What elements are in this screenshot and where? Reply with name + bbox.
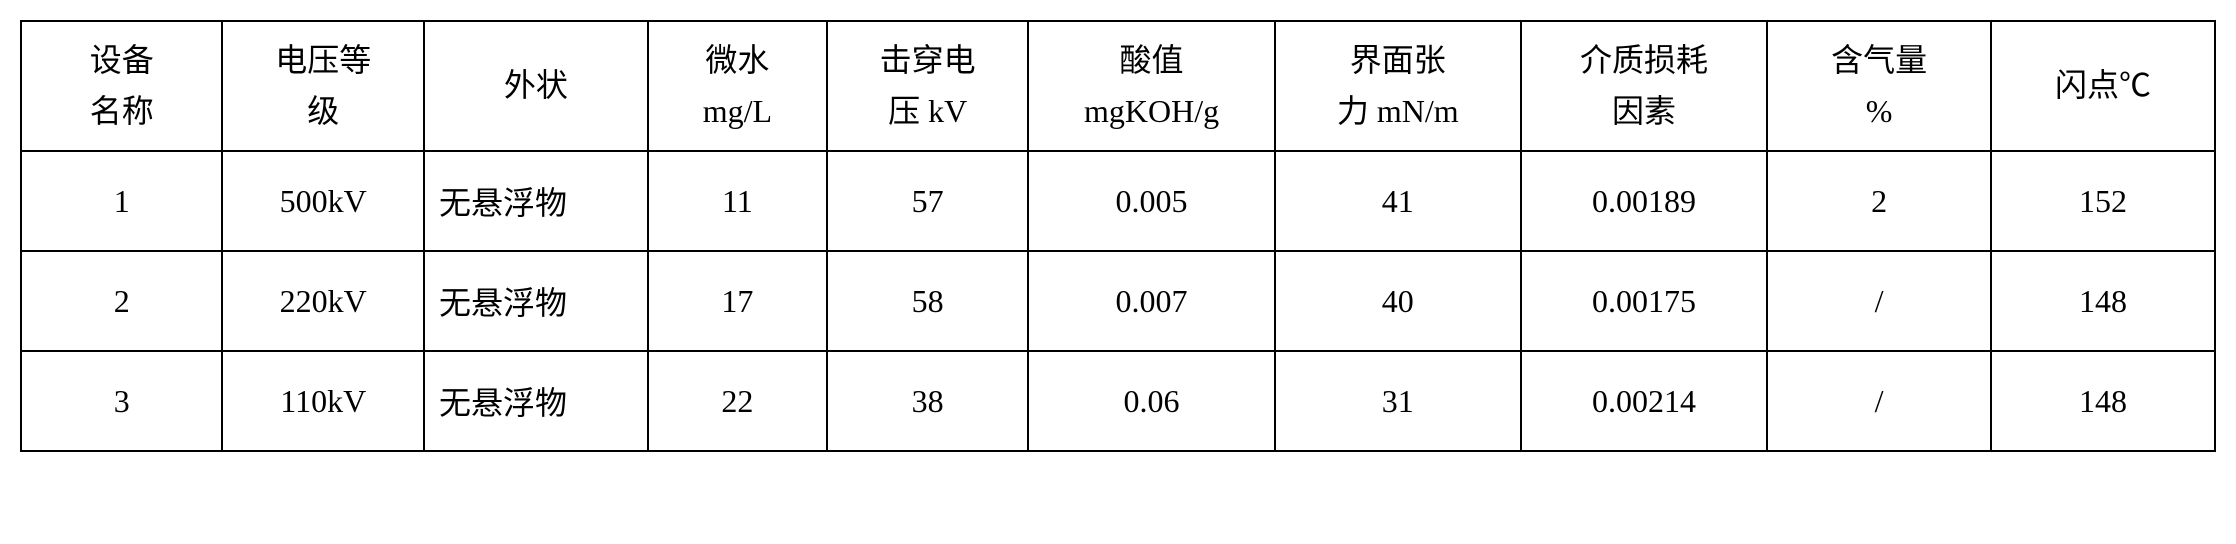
cell-interface-tension: 31 <box>1275 351 1521 451</box>
cell-flash-point: 148 <box>1991 251 2215 351</box>
cell-water-content: 11 <box>648 151 827 251</box>
table-header: 设备名称 电压等级 外状 微水mg/L 击穿电压 kV 酸值mgKOH/g 界面… <box>21 21 2215 151</box>
cell-breakdown-voltage: 38 <box>827 351 1028 451</box>
cell-water-content: 22 <box>648 351 827 451</box>
table-row: 3 110kV 无悬浮物 22 38 0.06 31 0.00214 / 148 <box>21 351 2215 451</box>
cell-gas-content: / <box>1767 351 1991 451</box>
cell-water-content: 17 <box>648 251 827 351</box>
cell-interface-tension: 40 <box>1275 251 1521 351</box>
cell-dielectric-loss: 0.00189 <box>1521 151 1767 251</box>
cell-acid-value: 0.005 <box>1028 151 1274 251</box>
header-cell-breakdown-voltage: 击穿电压 kV <box>827 21 1028 151</box>
header-cell-interface-tension: 界面张力 mN/m <box>1275 21 1521 151</box>
cell-acid-value: 0.06 <box>1028 351 1274 451</box>
header-cell-flash-point: 闪点℃ <box>1991 21 2215 151</box>
cell-device-name: 3 <box>21 351 222 451</box>
cell-voltage-level: 220kV <box>222 251 423 351</box>
cell-dielectric-loss: 0.00214 <box>1521 351 1767 451</box>
table-body: 1 500kV 无悬浮物 11 57 0.005 41 0.00189 2 15… <box>21 151 2215 451</box>
header-cell-appearance: 外状 <box>424 21 648 151</box>
cell-appearance: 无悬浮物 <box>424 251 648 351</box>
cell-voltage-level: 110kV <box>222 351 423 451</box>
cell-acid-value: 0.007 <box>1028 251 1274 351</box>
table-row: 2 220kV 无悬浮物 17 58 0.007 40 0.00175 / 14… <box>21 251 2215 351</box>
header-cell-dielectric-loss: 介质损耗因素 <box>1521 21 1767 151</box>
header-row: 设备名称 电压等级 外状 微水mg/L 击穿电压 kV 酸值mgKOH/g 界面… <box>21 21 2215 151</box>
cell-gas-content: 2 <box>1767 151 1991 251</box>
cell-flash-point: 152 <box>1991 151 2215 251</box>
cell-interface-tension: 41 <box>1275 151 1521 251</box>
header-cell-gas-content: 含气量% <box>1767 21 1991 151</box>
cell-device-name: 1 <box>21 151 222 251</box>
cell-appearance: 无悬浮物 <box>424 351 648 451</box>
table-row: 1 500kV 无悬浮物 11 57 0.005 41 0.00189 2 15… <box>21 151 2215 251</box>
header-cell-voltage-level: 电压等级 <box>222 21 423 151</box>
cell-device-name: 2 <box>21 251 222 351</box>
cell-appearance: 无悬浮物 <box>424 151 648 251</box>
header-cell-acid-value: 酸值mgKOH/g <box>1028 21 1274 151</box>
cell-breakdown-voltage: 58 <box>827 251 1028 351</box>
cell-flash-point: 148 <box>1991 351 2215 451</box>
data-table: 设备名称 电压等级 外状 微水mg/L 击穿电压 kV 酸值mgKOH/g 界面… <box>20 20 2216 452</box>
cell-dielectric-loss: 0.00175 <box>1521 251 1767 351</box>
header-cell-water-content: 微水mg/L <box>648 21 827 151</box>
header-cell-device-name: 设备名称 <box>21 21 222 151</box>
cell-gas-content: / <box>1767 251 1991 351</box>
cell-breakdown-voltage: 57 <box>827 151 1028 251</box>
cell-voltage-level: 500kV <box>222 151 423 251</box>
